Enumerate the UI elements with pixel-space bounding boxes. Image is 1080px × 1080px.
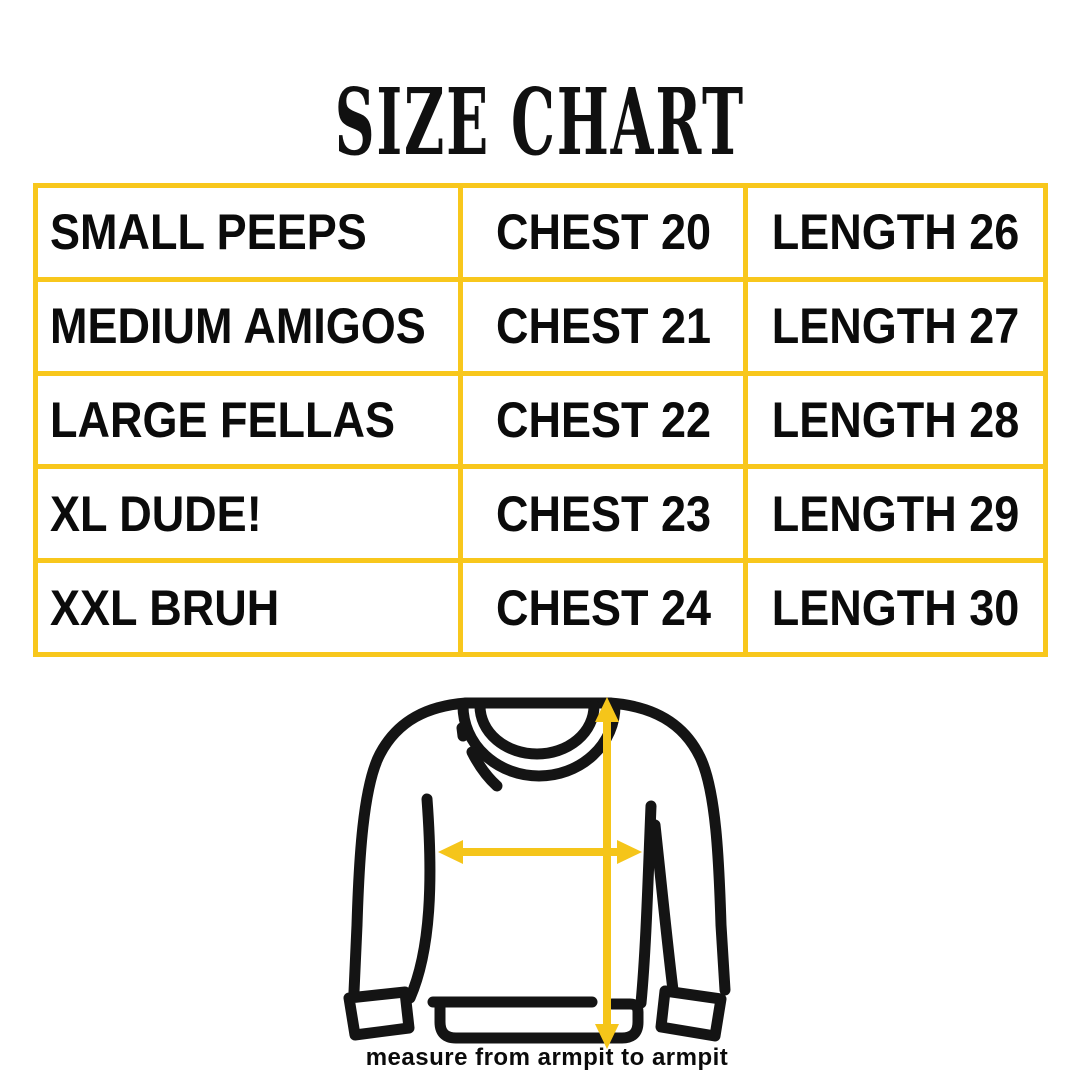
length-cell: LENGTH 30 [748, 563, 1043, 652]
size-chart-table: SMALL PEEPS CHEST 20 LENGTH 26 MEDIUM AM… [33, 183, 1048, 657]
length-value: LENGTH 29 [771, 485, 1020, 542]
table-row: XL DUDE! CHEST 23 LENGTH 29 [38, 469, 1043, 559]
length-arrow-head-bottom [595, 1024, 619, 1049]
length-arrow [595, 697, 619, 1049]
table-row: SMALL PEEPS CHEST 20 LENGTH 26 [38, 188, 1043, 277]
chest-width-arrow [438, 840, 642, 864]
right-cuff [655, 985, 727, 1042]
collar-inner-arc [474, 700, 600, 760]
left-cuff [343, 986, 415, 1041]
length-value: LENGTH 26 [771, 204, 1020, 261]
left-sleeve-outer [348, 697, 472, 998]
sweatshirt-outline-icon [343, 697, 731, 1044]
chest-arrow-head-left [438, 840, 463, 864]
length-arrow-head-top [595, 697, 619, 722]
size-name-label: XXL BRUH [50, 579, 280, 636]
page-title-text: SIZE CHART [334, 68, 746, 176]
length-cell: LENGTH 26 [748, 188, 1043, 277]
length-cell: LENGTH 29 [748, 469, 1043, 559]
size-name-label: XL DUDE! [50, 485, 262, 542]
chest-value: CHEST 20 [495, 204, 711, 261]
chest-value: CHEST 24 [495, 579, 711, 636]
page-title: SIZE CHART [0, 76, 1080, 168]
stitch-dot [456, 722, 469, 742]
chest-cell: CHEST 24 [463, 563, 743, 652]
size-name-cell: XXL BRUH [38, 563, 458, 652]
chest-value: CHEST 23 [495, 485, 711, 542]
size-name-label: LARGE FELLAS [50, 391, 395, 448]
right-sleeve-outer [604, 697, 731, 996]
length-cell: LENGTH 27 [748, 281, 1043, 371]
chest-cell: CHEST 22 [463, 375, 743, 465]
table-row: LARGE FELLAS CHEST 22 LENGTH 28 [38, 375, 1043, 465]
chest-cell: CHEST 21 [463, 281, 743, 371]
length-value: LENGTH 30 [771, 579, 1020, 636]
stitch-dash [466, 746, 503, 792]
size-name-cell: MEDIUM AMIGOS [38, 281, 458, 371]
right-sleeve-inner [649, 819, 679, 996]
chest-value: CHEST 21 [495, 298, 711, 355]
length-value: LENGTH 28 [771, 391, 1020, 448]
table-row: XXL BRUH CHEST 24 LENGTH 30 [38, 563, 1043, 652]
chest-value: CHEST 22 [495, 391, 711, 448]
table-row: MEDIUM AMIGOS CHEST 21 LENGTH 27 [38, 281, 1043, 371]
size-name-cell: LARGE FELLAS [38, 375, 458, 465]
chest-cell: CHEST 23 [463, 469, 743, 559]
length-value: LENGTH 27 [771, 298, 1020, 355]
left-sleeve-inner [404, 793, 436, 1004]
size-name-label: SMALL PEEPS [50, 204, 367, 261]
size-name-cell: XL DUDE! [38, 469, 458, 559]
chest-arrow-head-right [617, 840, 642, 864]
measurement-caption: measure from armpit to armpit [365, 1044, 729, 1071]
right-body-side [635, 800, 657, 1009]
length-cell: LENGTH 28 [748, 375, 1043, 465]
chest-cell: CHEST 20 [463, 188, 743, 277]
size-name-cell: SMALL PEEPS [38, 188, 458, 277]
size-name-label: MEDIUM AMIGOS [50, 298, 426, 355]
hem-band [434, 998, 644, 1044]
